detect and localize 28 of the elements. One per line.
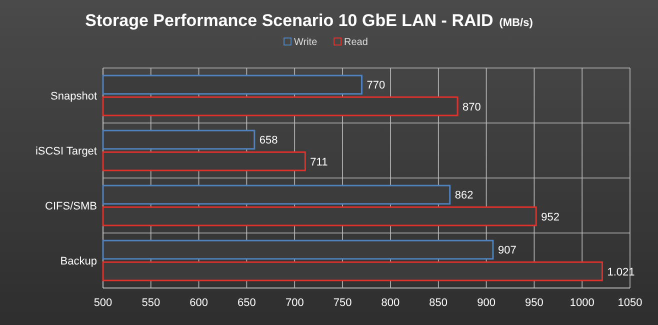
legend-label: Write — [294, 37, 318, 48]
data-label: 658 — [259, 134, 278, 147]
x-tick-label: 650 — [238, 297, 256, 309]
data-label: 1.021 — [607, 266, 635, 278]
x-tick-label: 750 — [333, 297, 352, 309]
data-label: 770 — [366, 80, 386, 92]
x-tick-label: 1000 — [570, 297, 594, 309]
x-tick-label: 500 — [94, 297, 112, 309]
y-tick-label: CIFS/SMB — [45, 200, 97, 212]
x-tick-label: 1050 — [618, 297, 642, 309]
legend-label: Read — [344, 37, 368, 48]
chart-title: Storage Performance Scenario 10 GbE LAN - RAID — [85, 11, 494, 30]
x-tick-label: 550 — [142, 297, 160, 309]
data-label: 870 — [462, 101, 481, 114]
x-tick-label: 800 — [381, 297, 400, 309]
y-tick-label: iSCSI Target — [35, 146, 97, 158]
x-tick-label: 700 — [285, 297, 304, 309]
x-tick-label: 950 — [525, 297, 544, 309]
x-tick-label: 850 — [429, 297, 448, 309]
data-label: 711 — [310, 156, 328, 168]
data-label: 952 — [541, 211, 560, 224]
chart-subtitle: (MB/s) — [499, 17, 534, 29]
data-label: 907 — [498, 244, 516, 257]
data-label: 862 — [454, 190, 474, 202]
x-tick-label: 600 — [190, 297, 208, 309]
x-tick-label: 900 — [477, 297, 496, 309]
y-tick-label: Snapshot — [50, 90, 97, 102]
y-tick-label: Backup — [60, 256, 97, 268]
